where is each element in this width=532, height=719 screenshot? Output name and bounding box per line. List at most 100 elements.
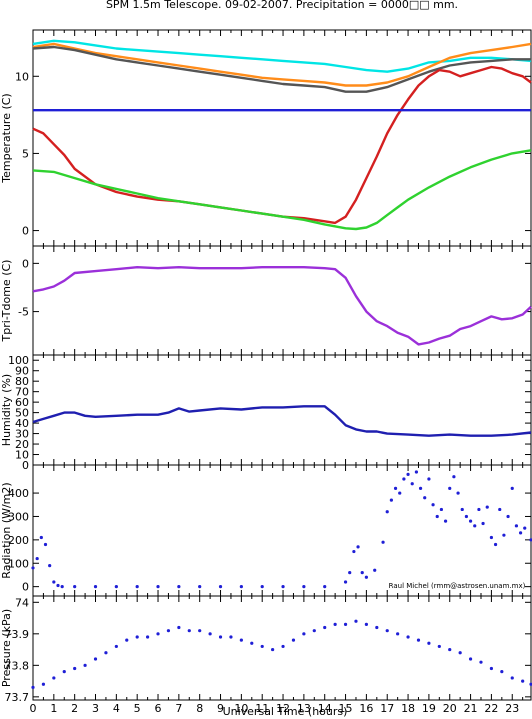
pressure-point [52, 676, 56, 680]
radiation-point [443, 519, 448, 523]
humidity-frame [32, 354, 532, 466]
pressure-point [489, 666, 494, 671]
pressure-point [239, 638, 243, 642]
tpri-tdome-ylabel: Tpri-Tdome (C) [0, 260, 13, 343]
pressure-point [62, 670, 66, 674]
radiation-point [493, 542, 498, 547]
radiation-ylabel: Radiation (W/m2) [0, 482, 13, 578]
radiation-point [448, 486, 452, 490]
radiation-point [93, 585, 98, 589]
pressure-point [500, 670, 504, 674]
radiation-point [302, 585, 306, 589]
humidity-ytick-label: 20 [15, 438, 29, 451]
humidity-ytick-label: 60 [15, 396, 29, 409]
pressure-point [291, 638, 296, 642]
xtick-label: 6 [155, 702, 162, 715]
radiation-point [452, 475, 456, 479]
temperature-ylabel: Temperature (C) [0, 93, 13, 183]
temperature-series-1 [32, 42, 532, 87]
radiation-point [43, 542, 48, 547]
pressure-point [208, 632, 212, 636]
temperature-series-0 [32, 39, 532, 73]
radiation-point [456, 491, 460, 495]
pressure-point [396, 632, 400, 636]
tpri-tdome-ytick-label: 0 [22, 257, 29, 270]
radiation-point [35, 556, 39, 561]
radiation-point [239, 585, 243, 589]
xtick-label: 18 [401, 702, 415, 715]
pressure-ytick-label: 73.8 [5, 659, 30, 672]
radiation-point [114, 585, 118, 589]
pressure-ytick-label: 74 [15, 596, 29, 609]
temperature-ytick-label: 0 [22, 225, 29, 238]
humidity-ytick-label: 50 [15, 407, 29, 420]
radiation-point [410, 482, 414, 486]
radiation-point [502, 533, 506, 537]
radiation-point [464, 514, 469, 519]
pressure-point [271, 647, 275, 652]
radiation-point [529, 538, 532, 542]
pressure-point [187, 629, 191, 633]
radiation-point [260, 585, 264, 589]
xtick-label: 22 [484, 702, 498, 715]
pressure-ytick-label: 73.7 [5, 691, 30, 704]
radiation-frame [32, 464, 532, 597]
pressure-point [468, 657, 473, 661]
humidity-ytick-label: 80 [15, 375, 29, 388]
temperature-series-3 [32, 65, 532, 225]
radiation-point [418, 486, 423, 490]
humidity-ytick-label: 30 [15, 428, 29, 441]
humidity-ylabel: Humidity (%) [0, 374, 13, 446]
pressure-point [375, 625, 379, 630]
xtick-label: 5 [134, 702, 141, 715]
radiation-point [177, 585, 181, 589]
radiation-point [481, 521, 485, 526]
radiation-point [460, 507, 464, 512]
humidity-series-0 [32, 405, 532, 437]
radiation-point [39, 535, 43, 540]
pressure-point [198, 629, 202, 633]
tpri-tdome-panel: 0 -5 Tpri-Tdome (C) [0, 245, 532, 356]
pressure-point [354, 619, 358, 623]
radiation-point [506, 514, 510, 519]
pressure-point [135, 635, 139, 639]
xtick-label: 10 [234, 702, 248, 715]
xtick-label: 19 [422, 702, 436, 715]
radiation-point [373, 568, 377, 572]
xtick-label: 13 [297, 702, 311, 715]
temperature-series-2 [32, 45, 531, 93]
tpri-tdome-frame [32, 245, 532, 356]
figure-title: SPM 1.5m Telescope. 09-02-2007. Precipit… [106, 0, 458, 11]
pressure-point [323, 625, 327, 630]
pressure-ylabel: Pressure (kPa) [0, 609, 13, 687]
pressure-point [529, 682, 532, 686]
xtick-label: 14 [318, 702, 332, 715]
radiation-ytick-label: 200 [8, 534, 29, 547]
pressure-point [156, 632, 160, 636]
radiation-point [393, 486, 398, 490]
xtick-label: 16 [359, 702, 373, 715]
radiation-point [510, 486, 514, 490]
humidity-ytick-label: 70 [15, 386, 29, 399]
radiation-point [381, 540, 385, 544]
radiation-point [439, 507, 444, 512]
pressure-point [479, 660, 483, 664]
figure-credit: Raul Michel (rmm@astrosen.unam.mx) [389, 582, 526, 590]
pressure-point [260, 644, 264, 649]
radiation-point [427, 477, 431, 481]
radiation-point [56, 583, 60, 588]
pressure-point [73, 666, 77, 671]
xtick-label: 0 [30, 702, 37, 715]
xtick-label: 23 [505, 702, 519, 715]
radiation-point [281, 585, 285, 589]
humidity-ytick-label: 10 [15, 449, 29, 462]
xtick-label: 4 [113, 702, 120, 715]
pressure-point [458, 651, 462, 655]
pressure-point [302, 632, 306, 636]
radiation-point [402, 477, 406, 481]
radiation-point [323, 585, 327, 589]
